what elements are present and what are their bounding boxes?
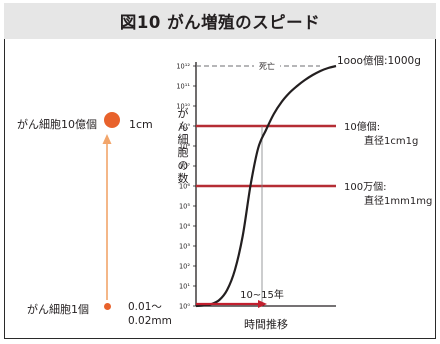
title-banner: 図10 がん増殖のスピード (4, 3, 436, 39)
y-tick-label: 10³ (179, 243, 190, 251)
y-tick-label: 10⁵ (179, 203, 190, 211)
top-size-label: 1cm (129, 118, 153, 131)
bottom-cell-label: がん細胞1個 (27, 303, 89, 316)
y-tick-label: 10⁰ (179, 303, 190, 311)
top-cell-label: がん細胞10億個 (17, 118, 97, 131)
reference-label-line2: 直径1cm1g (364, 134, 418, 147)
timeline-arrow-head (258, 300, 267, 308)
y-axis-label-char: 数 (178, 172, 189, 185)
growth-curve (195, 64, 337, 308)
y-axis-label-char: 胞 (178, 146, 189, 159)
y-tick-label: 10¹¹ (176, 83, 190, 91)
chart-axes (195, 62, 336, 307)
bottom-size-line1: 0.01〜 (128, 301, 162, 313)
interval-label: 10~15年 (240, 288, 284, 301)
y-tick-label: 10⁴ (179, 223, 190, 231)
chart-labels: 死亡 10億個:直径1cm1g 100万個:直径1mm1mg 1ooo億個:1000g… (178, 54, 433, 331)
reference-lines (196, 60, 336, 306)
single-cell-dot (104, 303, 111, 310)
bottom-size-line2: 0.02mm (128, 315, 172, 327)
y-tick-label: 10⁷ (179, 163, 190, 171)
figure-title: 図10 がん増殖のスピード (119, 13, 321, 32)
y-axis-label-char: ん (178, 120, 189, 133)
death-label: 死亡 (259, 61, 275, 71)
y-tick-label: 10¹ (179, 283, 190, 291)
reference-label-line2: 直径1mm1mg (364, 194, 432, 207)
curve-end-label: 1ooo億個:1000g (337, 54, 421, 67)
y-tick-label: 10¹⁰ (176, 103, 190, 111)
reference-label-line1: 10億個: (344, 120, 380, 133)
growth-arrow-head (102, 134, 112, 144)
reference-label-line1: 100万個: (344, 180, 386, 193)
growth-arrow (102, 134, 112, 300)
y-axis-label-char: が (178, 106, 189, 120)
y-tick-label: 10⁶ (179, 183, 190, 191)
figure-frame (4, 3, 436, 339)
large-tumor-dot (104, 112, 120, 128)
y-axis-label-char: 細 (178, 133, 189, 146)
x-axis-label: 時間推移 (244, 317, 288, 331)
y-tick-label: 10⁹ (179, 123, 190, 131)
y-ticks: 10⁰ 10¹ 10² 10³ 10⁴ 10⁵ 10⁶ 10⁷ 10⁸ 10⁹ 10¹⁰ 10¹¹ 10… (176, 63, 196, 311)
y-tick-label: 10² (179, 263, 190, 271)
y-axis-label-char: の (178, 159, 189, 172)
death-label-bg (254, 60, 280, 72)
growth-curve-group (195, 64, 337, 308)
y-tick-label: 10¹² (176, 63, 190, 71)
y-tick-label: 10⁸ (179, 143, 190, 151)
